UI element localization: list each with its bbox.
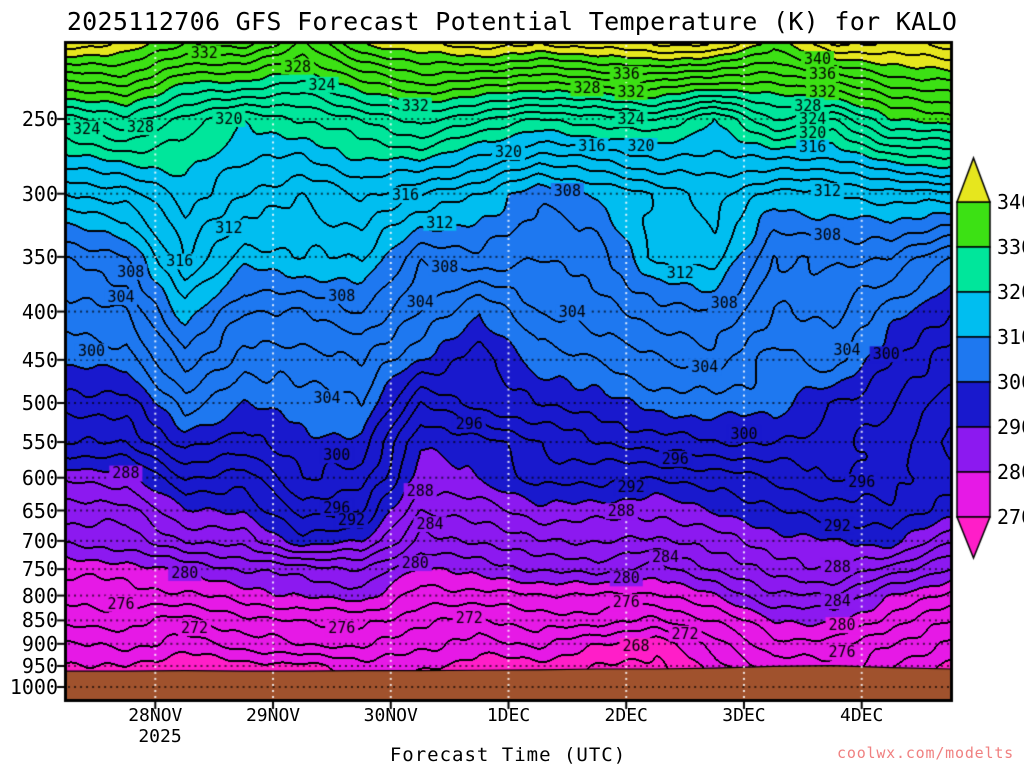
x-axis-title: Forecast Time (UTC) [389, 744, 627, 766]
watermark-text: coolwx.com/modelts [837, 744, 1014, 762]
x-axis-year-label: 2025 [138, 726, 182, 747]
chart-title: 2025112706 GFS Forecast Potential Temper… [66, 7, 958, 36]
